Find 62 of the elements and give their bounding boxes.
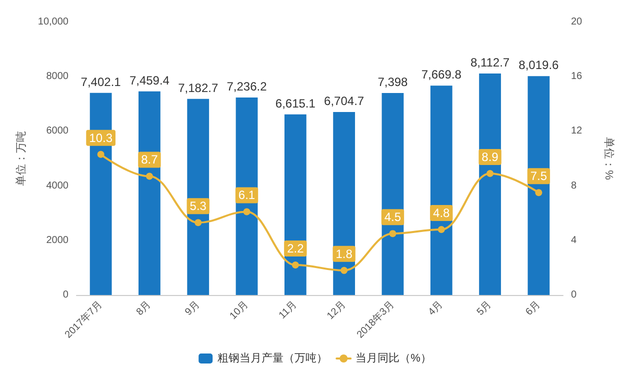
y2-tick-label: 0 [571,290,577,300]
y-tick-label: 6000 [46,126,69,137]
x-tick-label: 4月 [426,299,446,318]
x-tick-label: 8月 [134,299,154,318]
point [97,150,104,158]
bar [382,93,404,295]
y2-axis-title: 单位：% [602,137,616,180]
y-tick-label: 0 [62,290,69,300]
data-label: 6,704.7 [324,94,364,108]
data-label: 8,019.6 [518,58,560,72]
data-label: 8.9 [482,150,499,164]
y-axis-title: 单位：万吨 [14,131,28,186]
data-label: 4.5 [384,210,402,224]
data-label: 4.8 [433,206,450,220]
x-tick-label: 12月 [325,299,348,322]
data-label: 8.7 [141,152,158,167]
bar [528,76,550,295]
data-label: 7.5 [530,169,548,184]
data-label: 7,459.4 [129,73,170,88]
data-label: 8,112.7 [470,56,510,70]
legend-label: 粗钢当月产量（万吨） [218,352,328,364]
data-label: 1.8 [336,246,353,261]
point [146,172,153,180]
data-label: 7,669.8 [421,68,462,82]
y-tick-label: 4000 [46,180,69,192]
point [438,226,445,233]
bar [138,91,160,295]
data-label: 7,398 [378,75,408,90]
data-label: 5.3 [190,199,207,214]
bar [236,97,258,295]
data-label: 7,236.2 [226,79,268,94]
bar [479,74,501,295]
data-label: 2.2 [287,241,304,256]
bar [187,98,210,295]
y-tick-label: 2000 [46,234,69,246]
point [243,208,250,216]
point [292,261,299,268]
point [486,170,494,178]
data-label: 6,615.1 [275,96,316,110]
legend-label: 当月同比（%） [356,352,432,364]
data-label: 10.3 [89,130,113,145]
data-label: 6.1 [238,188,256,202]
bar [284,114,306,295]
x-tick-label: 9月 [183,299,202,318]
y-tick-label: 10,000 [38,16,69,28]
y2-tick-label: 4 [571,234,577,246]
data-label: 7,182.7 [178,80,218,95]
point [194,219,202,226]
x-tick-label: 6月 [524,299,543,318]
y2-tick-label: 20 [571,16,583,28]
y2-tick-label: 16 [571,71,583,82]
point [535,189,542,196]
data-label: 7,402.1 [80,74,122,89]
point [389,230,396,238]
point [340,266,348,274]
y2-tick-label: 8 [571,180,577,192]
x-tick-label: 10月 [228,299,251,322]
y2-tick-label: 12 [571,126,583,137]
x-tick-label: 5月 [475,299,494,318]
x-tick-label: 11月 [277,299,300,322]
y-tick-label: 8000 [46,71,69,82]
bar [430,86,452,295]
